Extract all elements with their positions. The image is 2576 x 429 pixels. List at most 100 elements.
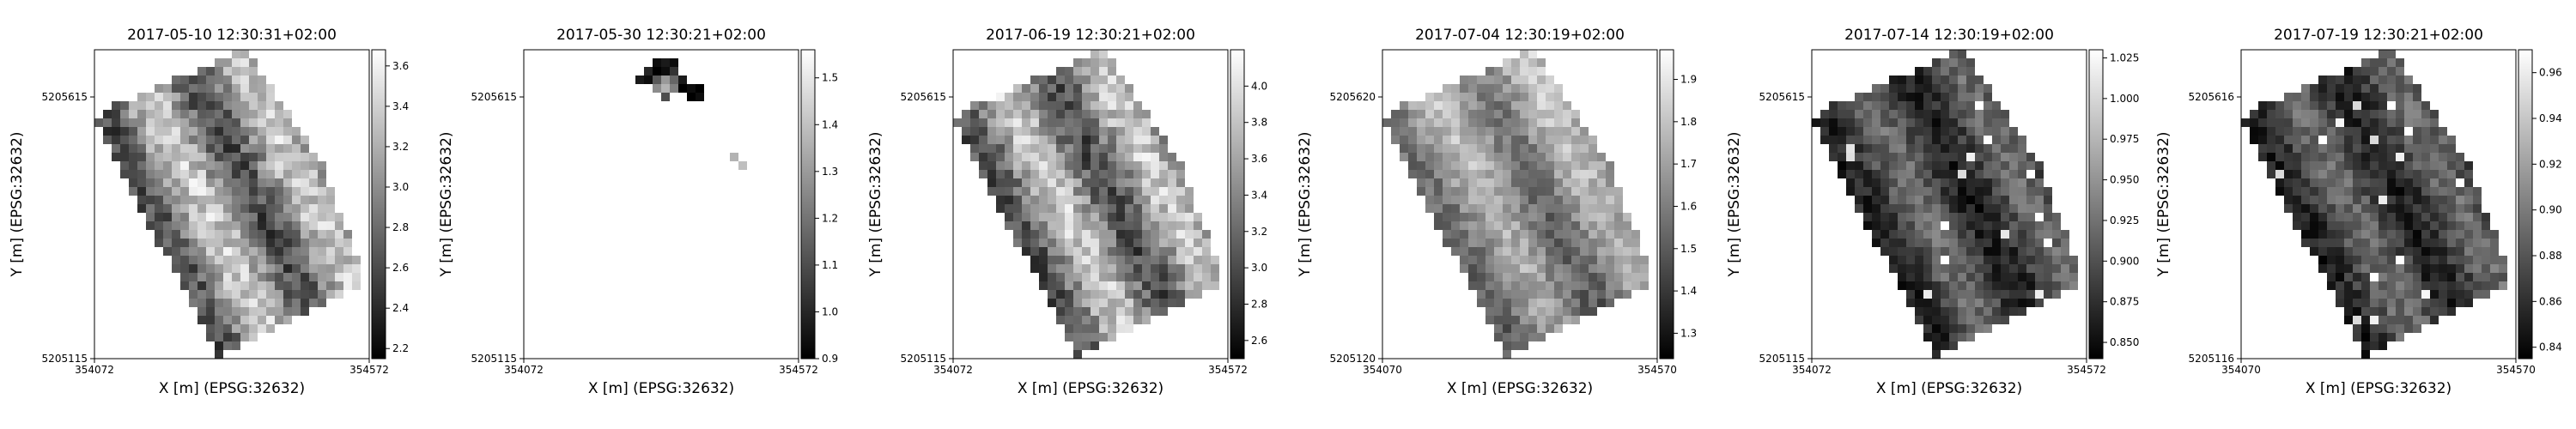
heatmap-cell <box>2009 204 2018 213</box>
heatmap-cell <box>1589 264 1597 273</box>
heatmap-cell <box>309 161 318 170</box>
colorbar-tick-label: 0.94 <box>2539 112 2562 124</box>
heatmap-cell <box>1116 299 1125 307</box>
heatmap-cell <box>2018 264 2026 273</box>
heatmap-cell <box>215 170 223 178</box>
heatmap-cell <box>2387 213 2396 221</box>
heatmap-cell <box>1451 153 1460 161</box>
colorbar-tick-label: 1.000 <box>2110 93 2139 105</box>
heatmap-cell <box>1537 333 1546 341</box>
heatmap-cell <box>1056 118 1065 127</box>
heatmap-cell <box>266 299 275 307</box>
heatmap-cell <box>2035 204 2044 213</box>
heatmap-cell <box>1185 221 1194 230</box>
heatmap-cell <box>1880 110 1889 118</box>
heatmap-cell <box>1434 170 1443 178</box>
heatmap-cell <box>1108 333 1116 341</box>
heatmap-cell <box>1898 153 1906 161</box>
heatmap-cell <box>1477 256 1485 264</box>
heatmap-cell <box>292 161 301 170</box>
heatmap-cell <box>1065 281 1073 290</box>
heatmap-cell <box>249 58 258 67</box>
heatmap-cell <box>1580 230 1589 239</box>
heatmap-cell <box>2293 187 2301 196</box>
heatmap-cell <box>2447 256 2456 264</box>
heatmap-cell <box>1589 307 1597 316</box>
heatmap-cell <box>2430 281 2439 290</box>
heatmap-cell <box>1013 127 1022 136</box>
heatmap-cell <box>1082 76 1091 84</box>
heatmap-cell <box>1013 204 1022 213</box>
heatmap-cell <box>1554 93 1563 101</box>
heatmap-cell <box>1099 213 1108 221</box>
heatmap-cell <box>292 196 301 204</box>
heatmap-cell <box>249 324 258 333</box>
heatmap-cell <box>1065 273 1073 281</box>
heatmap-cell <box>1898 204 1906 213</box>
heatmap-cell <box>1975 127 1984 136</box>
heatmap-cell <box>180 144 189 153</box>
heatmap-cell <box>1048 118 1056 127</box>
heatmap-cell <box>2052 273 2061 281</box>
heatmap-cell <box>1460 187 1468 196</box>
heatmap-cell <box>1460 118 1468 127</box>
heatmap-cell <box>2018 221 2026 230</box>
heatmap-cell <box>1889 170 1898 178</box>
heatmap-cell <box>343 273 352 281</box>
heatmap-cell <box>1966 247 1975 256</box>
heatmap-cell <box>1039 76 1048 84</box>
heatmap-cell <box>1941 324 1949 333</box>
heatmap-cell <box>1932 273 1941 281</box>
heatmap-cell <box>1005 153 1013 161</box>
heatmap-cell <box>180 281 189 290</box>
heatmap-cell <box>1056 144 1065 153</box>
heatmap-cell <box>2379 178 2387 187</box>
heatmap-cell <box>1185 256 1194 264</box>
heatmap-cell <box>1202 264 1211 273</box>
heatmap-cell <box>292 187 301 196</box>
heatmap-cell <box>240 307 249 316</box>
heatmap-cell <box>129 153 137 161</box>
heatmap-cell <box>2439 127 2447 136</box>
heatmap-cell <box>2404 84 2413 93</box>
heatmap-cell <box>1906 290 1915 299</box>
heatmap-cell <box>1434 118 1443 127</box>
heatmap-cell <box>2379 127 2387 136</box>
heatmap-cell <box>1417 161 1425 170</box>
heatmap-cell <box>309 170 318 178</box>
heatmap-cell <box>1958 247 1966 256</box>
heatmap-cell <box>1915 239 1923 247</box>
heatmap-cell <box>301 196 309 204</box>
heatmap-cell <box>249 290 258 299</box>
heatmap-cell <box>258 281 266 290</box>
heatmap-cell <box>1133 110 1142 118</box>
heatmap-cell <box>1056 273 1065 281</box>
heatmap-cell <box>2327 204 2336 213</box>
heatmap-cell <box>1932 67 1941 76</box>
heatmap-cell <box>2344 144 2353 153</box>
heatmap-cell <box>1125 247 1133 256</box>
heatmap-cell <box>1915 144 1923 153</box>
heatmap-cell <box>2439 213 2447 221</box>
heatmap-cell <box>1546 247 1554 256</box>
heatmap-cell <box>1091 307 1099 316</box>
heatmap-cell <box>1142 273 1151 281</box>
heatmap-cell <box>2430 299 2439 307</box>
heatmap-cell <box>258 76 266 84</box>
chart-title: 2017-07-19 12:30:21+02:00 <box>2274 27 2483 44</box>
heatmap-cell <box>2344 76 2353 84</box>
heatmap-cell <box>215 307 223 316</box>
heatmap-cell <box>2061 273 2069 281</box>
heatmap-cell <box>1477 239 1485 247</box>
heatmap-cell <box>206 144 215 153</box>
heatmap-cell <box>1408 161 1417 170</box>
heatmap-cell <box>2336 299 2344 307</box>
heatmap-cell <box>2336 264 2344 273</box>
heatmap-cell <box>1065 136 1073 144</box>
heatmap-cell <box>1125 110 1133 118</box>
heatmap-cell <box>1108 273 1116 281</box>
heatmap-cell <box>1400 136 1408 144</box>
heatmap-cell <box>2456 204 2464 213</box>
heatmap-cell <box>266 230 275 239</box>
heatmap-cell <box>1494 213 1503 221</box>
